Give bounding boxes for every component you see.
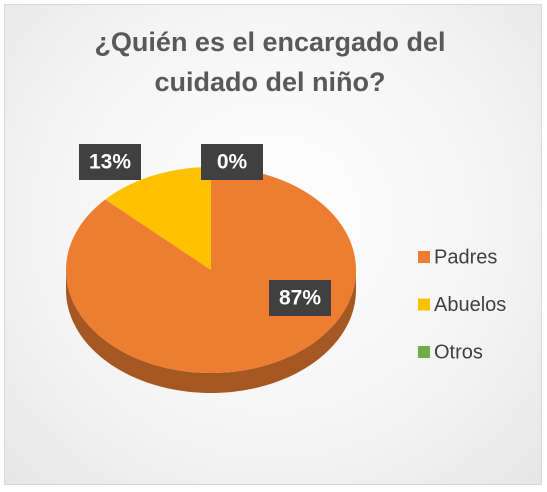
- data-label: 13%: [89, 151, 131, 174]
- chart-title: ¿Quién es el encargado del cuidado del n…: [94, 27, 446, 97]
- data-label-box: [269, 280, 331, 316]
- legend-label: Padres: [434, 246, 497, 268]
- data-label-box: [201, 144, 263, 180]
- legend-swatch: [418, 298, 430, 311]
- slice: [105, 167, 211, 270]
- legend-label: Otros: [434, 341, 483, 363]
- data-label: 0%: [217, 151, 248, 174]
- data-label: 87%: [279, 287, 321, 310]
- legend-swatch: [418, 346, 430, 358]
- legend-label: Abuelos: [434, 294, 506, 316]
- data-label-box: [79, 144, 141, 180]
- slice-side: [66, 270, 356, 393]
- legend-swatch: [418, 251, 430, 263]
